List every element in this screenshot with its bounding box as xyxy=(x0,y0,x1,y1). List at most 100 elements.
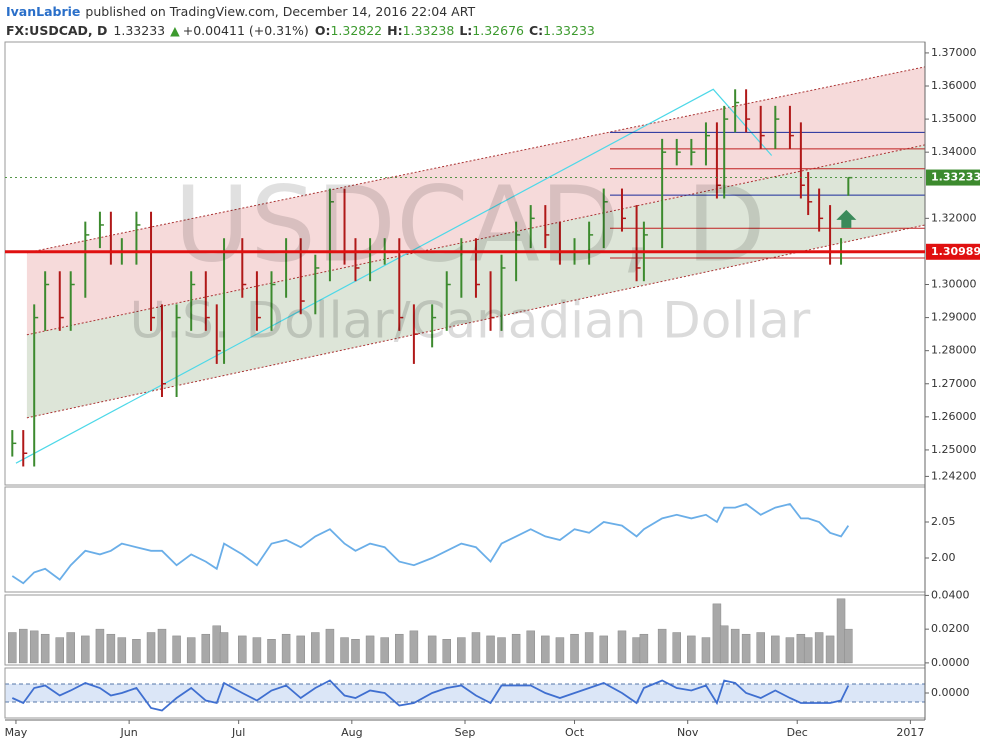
volume-bar xyxy=(599,635,608,664)
volume-bar xyxy=(95,628,105,664)
y-tick-label: 0.0000 xyxy=(931,656,970,669)
symbol-line: FX:USDCAD, D 1.33233 ▲ +0.00411 (+0.31%) O:1… xyxy=(6,23,595,38)
y-tick-label: 1.29000 xyxy=(931,311,977,324)
x-tick-label: May xyxy=(5,726,28,739)
ohlc-label: C: xyxy=(529,23,543,38)
ohlc-value: 1.33233 xyxy=(543,23,595,38)
buy-arrow xyxy=(836,209,857,228)
volume-bar xyxy=(836,598,846,664)
author: IvanLabrie xyxy=(6,4,80,19)
symbol: FX:USDCAD, D xyxy=(6,23,107,38)
x-tick-label: Nov xyxy=(677,726,699,739)
y-tick-label: 2.05 xyxy=(931,515,956,528)
channel-line xyxy=(26,144,926,336)
volume-bar xyxy=(325,628,335,664)
volume-bar xyxy=(632,637,641,664)
volume-bar xyxy=(541,635,550,664)
y-tick-label: 0.0400 xyxy=(931,588,970,601)
volume-bar xyxy=(756,632,765,664)
price-label-box xyxy=(926,243,980,260)
ohlc-label: L: xyxy=(459,23,472,38)
volume-bar xyxy=(785,637,795,664)
indicator-line xyxy=(11,679,850,712)
ohlc-value: 1.32676 xyxy=(472,23,524,38)
volume-bar xyxy=(311,632,320,664)
ohlc-value: 1.32822 xyxy=(330,23,382,38)
y-tick-label: 0.0200 xyxy=(931,622,970,635)
y-tick-label: 1.37000 xyxy=(931,46,977,59)
y-tick-label: 1.34000 xyxy=(931,145,977,158)
volume-bar xyxy=(486,635,495,664)
volume-bar xyxy=(555,637,565,664)
volume-bar xyxy=(719,625,729,664)
volume-bar xyxy=(19,628,28,664)
x-tick-label: Aug xyxy=(341,726,362,739)
volume-bar xyxy=(687,635,696,664)
channel-line xyxy=(26,66,926,254)
volume-bar xyxy=(442,639,451,664)
volume-bar xyxy=(672,632,681,664)
y-tick-label: 1.26000 xyxy=(931,410,977,423)
volume-bar xyxy=(730,628,740,664)
volume-bar xyxy=(825,635,835,664)
volume-bar xyxy=(117,637,127,664)
band-fill xyxy=(5,684,925,702)
price-label: 1.33233 xyxy=(931,171,981,184)
volume-bar xyxy=(803,637,813,664)
volume-bar xyxy=(201,633,211,664)
x-tick-label: Jun xyxy=(120,726,138,739)
y-tick-label: 2.00 xyxy=(931,551,956,564)
trend-line xyxy=(15,88,773,464)
volume-bar xyxy=(701,637,711,664)
volume-bar xyxy=(55,637,65,664)
x-tick-label: Oct xyxy=(565,726,585,739)
y-tick-label: 1.32000 xyxy=(931,211,977,224)
volume-bar xyxy=(712,603,722,664)
volume-bar xyxy=(570,633,579,664)
volume-bar xyxy=(252,637,262,664)
volume-bar xyxy=(212,625,221,664)
volume-bar xyxy=(584,632,594,664)
volume-bar xyxy=(219,632,229,664)
x-tick-label: 2017 xyxy=(896,726,924,739)
y-tick-label: 1.36000 xyxy=(931,79,977,92)
y-tick-label: 1.27000 xyxy=(931,377,977,390)
volume-bar xyxy=(81,635,90,664)
ohlc-value: 1.33238 xyxy=(403,23,455,38)
overlay: May Jun Jul Aug Sep Oct Nov Dec 2017 1.33233 1.309… xyxy=(4,41,981,739)
volume-bar xyxy=(365,635,375,664)
indicator-line xyxy=(11,502,850,585)
volume-bar xyxy=(741,633,751,664)
x-tick-label: Sep xyxy=(455,726,476,739)
volume-bar xyxy=(395,633,404,664)
volume-bar xyxy=(380,637,389,664)
watermark-symbol: USDCAD, D xyxy=(174,163,766,285)
volume-bar xyxy=(457,637,466,664)
volume-bar xyxy=(427,635,437,664)
y-tick-label: 1.25000 xyxy=(931,443,977,456)
volume-bar xyxy=(409,630,419,664)
volume-bar xyxy=(771,635,780,664)
volume-bar xyxy=(106,633,116,664)
volume-bar xyxy=(132,639,141,664)
volume-bar xyxy=(497,637,506,664)
volume-bar xyxy=(66,632,75,664)
volume-bar xyxy=(29,630,39,664)
y-tick-label: 1.30000 xyxy=(931,278,977,291)
volume-bar xyxy=(8,632,17,664)
volume-bar xyxy=(471,632,481,664)
header-line: IvanLabrie published on TradingView.com, … xyxy=(6,4,475,19)
volume-bar xyxy=(639,633,649,664)
volume-bar xyxy=(267,639,276,664)
last-price: 1.33233 xyxy=(113,23,165,38)
volume-bar xyxy=(340,637,349,664)
volume-bar xyxy=(296,635,305,664)
volume-bar xyxy=(157,628,167,664)
x-tick-label: Jul xyxy=(231,726,245,739)
volume-bar xyxy=(796,633,806,664)
volume-bar xyxy=(617,630,627,664)
ohlc-label: H: xyxy=(387,23,402,38)
y-tick-label: 1.35000 xyxy=(931,112,977,125)
volume-bar xyxy=(172,635,181,664)
